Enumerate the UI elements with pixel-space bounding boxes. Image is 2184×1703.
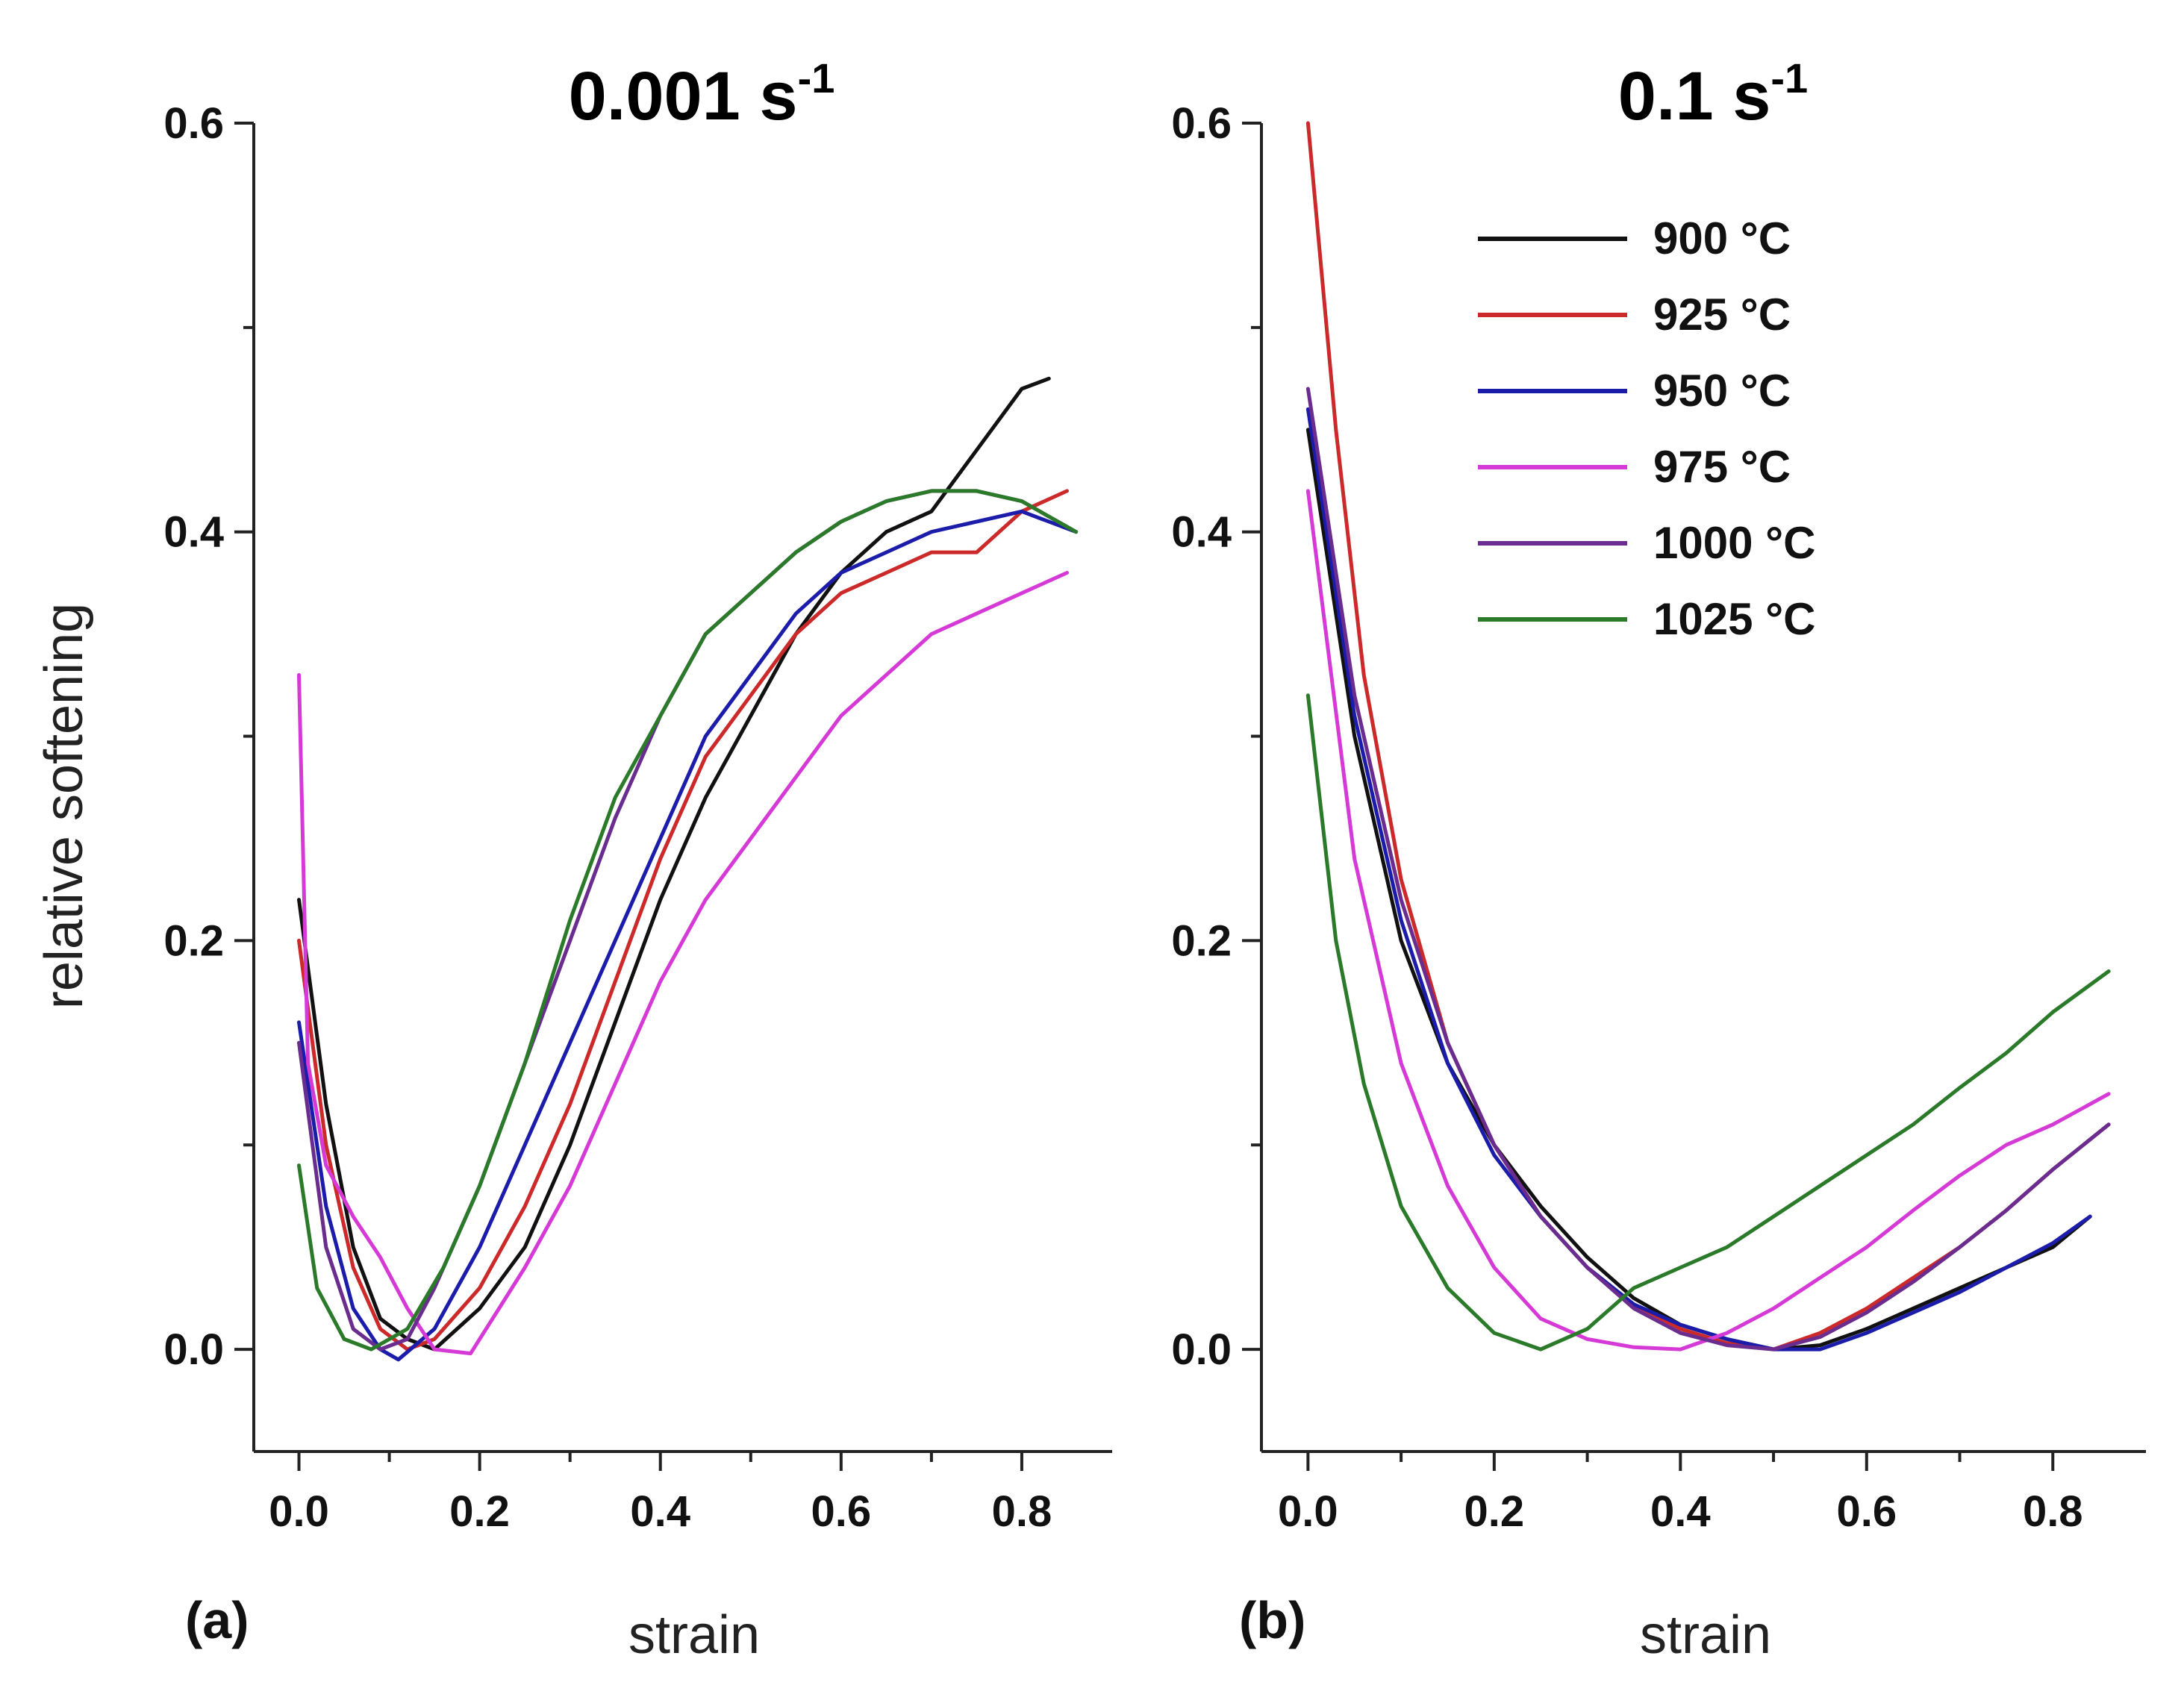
panel-a-x-axis-title: strain — [628, 1605, 760, 1665]
panel-a-x-tick-label: 0.2 — [449, 1487, 510, 1536]
panel-a-y-tick-label: 0.0 — [163, 1325, 224, 1374]
panel-b-x-tick-label: 0.6 — [1836, 1487, 1897, 1536]
panel-b: 0.1 s-1 (b) strain 0.0 0.2 0.4 0.6 0.8 0.0 0.2… — [1171, 54, 2146, 1665]
panel-b-axes: 0.0 0.2 0.4 0.6 0.8 0.0 0.2 0.4 0.6 — [1171, 99, 2146, 1536]
legend-label: 975 °C — [1653, 442, 1791, 492]
panel-b-series-975c — [1305, 489, 2111, 1352]
legend-label: 950 °C — [1653, 366, 1791, 416]
panel-b-y-tick-label: 0.2 — [1171, 916, 1232, 965]
panel-a-letter: (a) — [185, 1591, 249, 1649]
panel-a-series-925c — [297, 489, 1069, 1352]
legend-label: 1025 °C — [1653, 594, 1815, 644]
panel-b-x-tick-label: 0.8 — [2023, 1487, 2083, 1536]
panel-b-x-tick-label: 0.4 — [1650, 1487, 1711, 1536]
panel-b-y-tick-label: 0.0 — [1171, 1325, 1232, 1374]
panel-b-series-1000c — [1305, 387, 2111, 1352]
panel-a-y-tick-label: 0.6 — [163, 99, 224, 148]
panel-a-y-tick-label: 0.4 — [163, 508, 224, 557]
legend-label: 900 °C — [1653, 213, 1791, 263]
panel-a-x-tick-label: 0.8 — [992, 1487, 1052, 1536]
panel-b-x-tick-label: 0.0 — [1278, 1487, 1338, 1536]
y-axis-title: relative softening — [34, 603, 94, 1009]
panel-a-x-tick-label: 0.4 — [630, 1487, 690, 1536]
panel-a-x-tick-label: 0.0 — [269, 1487, 329, 1536]
panel-b-series-1025c — [1305, 693, 2111, 1352]
panel-a-series-975c — [297, 571, 1069, 1356]
panel-a-title: 0.001 s-1 — [569, 54, 835, 134]
legend-label: 1000 °C — [1653, 518, 1815, 568]
panel-a-axes: 0.0 0.2 0.4 0.6 0.8 0.0 0.2 0.4 0.6 — [163, 99, 1112, 1536]
legend: 900 °C 925 °C 950 °C 975 °C 1000 °C 1025 °C — [1478, 213, 1815, 644]
panel-b-y-tick-label: 0.6 — [1171, 99, 1232, 148]
panel-a: 0.001 s-1 (a) strain 0.0 0.2 0.4 0.6 0.80.00… — [163, 54, 1112, 1665]
panel-b-letter: (b) — [1239, 1591, 1305, 1649]
panel-a-series-1025c — [297, 489, 1079, 1352]
panel-a-x-tick-label: 0.6 — [811, 1487, 872, 1536]
panel-b-x-axis-title: strain — [1640, 1605, 1771, 1665]
panel-a-plot-area — [297, 376, 1079, 1362]
panel-b-title: 0.1 s-1 — [1618, 54, 1808, 134]
panel-a-series-950c — [297, 509, 1079, 1362]
legend-label: 925 °C — [1653, 290, 1791, 340]
panel-b-y-tick-label: 0.4 — [1171, 508, 1232, 557]
panel-b-series-950c — [1305, 407, 2092, 1352]
panel-a-y-tick-label: 0.2 — [163, 916, 224, 965]
panel-a-series-900c — [297, 376, 1051, 1352]
panel-b-x-tick-label: 0.2 — [1464, 1487, 1525, 1536]
panel-b-plot-area — [1305, 121, 2111, 1352]
